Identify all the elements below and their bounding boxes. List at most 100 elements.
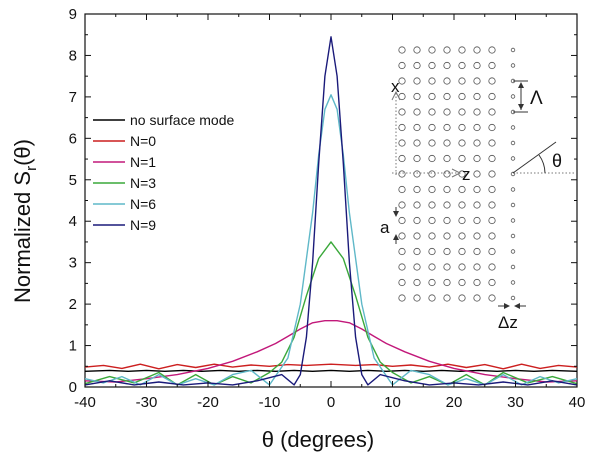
theta-ray: [512, 141, 557, 174]
lattice-hole: [398, 232, 406, 240]
lattice-hole: [428, 263, 436, 271]
surface-hole: [510, 249, 516, 254]
z-axis-arrow: [451, 168, 462, 178]
lattice-hole: [458, 92, 466, 101]
lattice-hole: [398, 170, 406, 178]
y-axis-title-sub: r: [23, 166, 40, 171]
inset-label-lambda: Λ: [530, 88, 543, 109]
lattice-hole: [443, 263, 451, 271]
series-line-0: [84, 369, 578, 372]
y-axis-title: Normalized Sr(θ): [10, 139, 40, 303]
lattice-hole: [473, 92, 481, 101]
lattice-hole: [473, 108, 481, 116]
x-tick-label: -30: [136, 394, 158, 411]
lattice-hole: [473, 278, 481, 287]
lattice-hole: [428, 232, 436, 240]
lattice-hole: [488, 263, 496, 271]
lattice-hole: [458, 278, 466, 287]
lattice-hole: [473, 46, 481, 54]
lattice-hole: [398, 294, 406, 302]
y-tick-label: 8: [69, 47, 77, 64]
lattice-hole: [398, 247, 406, 256]
lattice-hole: [458, 154, 466, 163]
surface-hole: [510, 94, 516, 99]
x-axis-arrow: [391, 90, 401, 101]
lattice-hole: [413, 185, 421, 194]
lattice-hole: [488, 77, 496, 85]
lattice-hole: [443, 247, 451, 256]
lattice-hole: [398, 123, 406, 132]
lattice-hole: [428, 123, 436, 132]
inset-label-z: z: [462, 165, 471, 184]
y-tick-label: 1: [69, 338, 77, 355]
lattice-hole: [428, 139, 436, 147]
legend-label: N=0: [130, 133, 156, 149]
lattice-hole: [443, 294, 451, 302]
lattice-hole: [428, 154, 436, 163]
lattice-hole: [413, 77, 421, 85]
lattice-hole: [398, 185, 406, 194]
x-tick-label: 20: [446, 394, 463, 411]
lattice-hole: [473, 294, 481, 302]
series-line-5: [84, 36, 578, 386]
y-tick-label: 5: [69, 172, 77, 189]
x-tick-label: -10: [259, 394, 281, 411]
lattice-hole: [488, 61, 496, 70]
surface-hole: [510, 295, 516, 301]
lattice-hole: [443, 46, 451, 54]
legend-label: N=1: [130, 154, 156, 170]
lattice-hole: [488, 139, 496, 147]
lattice-hole: [398, 46, 406, 54]
inset-label-theta: θ: [552, 151, 562, 171]
lattice-hole: [488, 294, 496, 302]
lattice-hole: [413, 139, 421, 147]
lambda-arrow-down: [518, 104, 524, 110]
lattice-hole: [458, 108, 466, 116]
lattice-hole: [443, 108, 451, 116]
lattice-hole: [473, 201, 481, 209]
theta-arc: [538, 154, 546, 174]
lattice-hole: [458, 77, 466, 85]
x-tick-label: 40: [569, 394, 586, 411]
lattice-hole: [428, 46, 436, 54]
y-tick-label: 4: [69, 213, 77, 230]
lattice-hole: [443, 154, 451, 163]
surface-hole: [510, 125, 516, 130]
lattice-hole: [473, 154, 481, 163]
lattice-hole: [428, 108, 436, 116]
x-axis-title: θ (degrees): [262, 427, 375, 452]
x-tick-label: 10: [384, 394, 401, 411]
a-arrow-bottom: [393, 234, 399, 240]
lattice-hole: [428, 278, 436, 287]
surface-hole: [510, 187, 516, 192]
lattice-hole: [398, 154, 406, 163]
lattice-hole: [413, 92, 421, 101]
lattice-hole: [398, 139, 406, 147]
lattice-hole: [428, 170, 436, 178]
lattice-hole: [443, 278, 451, 287]
inset-label-delta-z: Δz: [498, 313, 518, 332]
lattice-hole: [413, 154, 421, 163]
lattice-hole: [488, 185, 496, 194]
legend-label: N=3: [130, 175, 156, 191]
surface-hole: [510, 218, 516, 223]
dz-arrow-left: [504, 303, 510, 309]
lattice-hole: [428, 92, 436, 101]
lambda-arrow-up: [518, 82, 524, 88]
lattice-hole: [443, 123, 451, 132]
lattice-hole: [488, 46, 496, 54]
lattice-hole: [458, 247, 466, 256]
surface-hole: [510, 202, 516, 208]
inset-schematic: [391, 46, 575, 309]
lattice-hole: [458, 61, 466, 70]
lattice-hole: [443, 232, 451, 240]
x-tick-label: -40: [74, 394, 96, 411]
lattice-hole: [413, 123, 421, 132]
lattice-hole: [428, 201, 436, 209]
lattice-hole: [443, 61, 451, 70]
lattice-hole: [488, 154, 496, 163]
lattice-hole: [458, 263, 466, 271]
lattice-hole: [428, 185, 436, 194]
legend-label: N=9: [130, 217, 156, 233]
lattice-hole: [488, 108, 496, 116]
